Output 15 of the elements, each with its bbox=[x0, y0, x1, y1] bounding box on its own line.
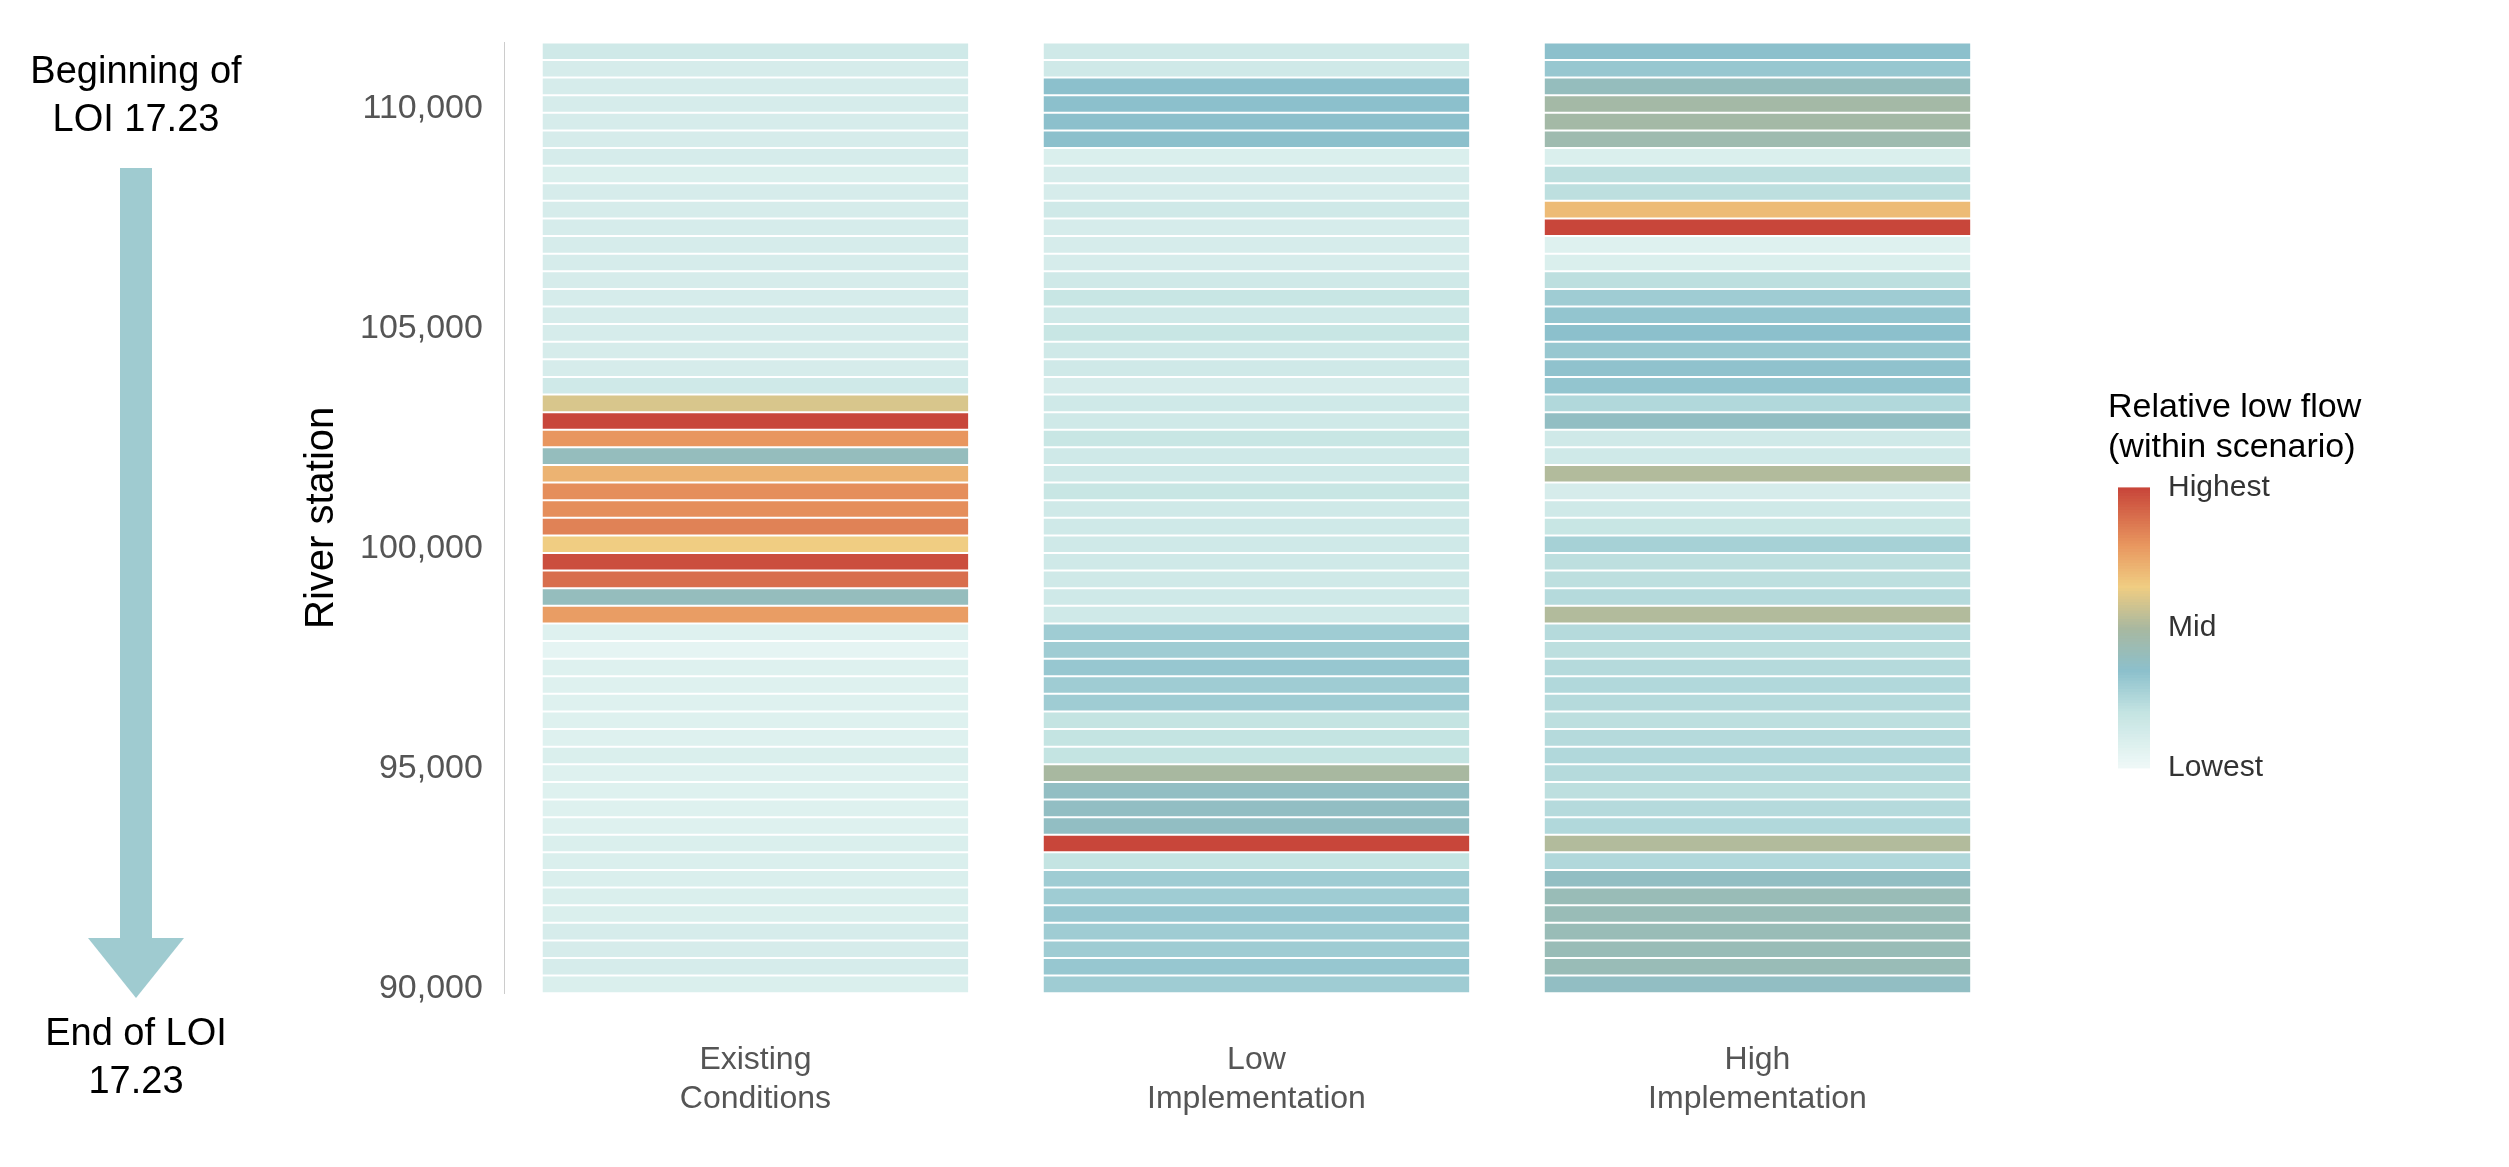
y-tick-label: 110,000 bbox=[362, 86, 483, 125]
y-axis-title: River station bbox=[297, 406, 342, 629]
color-bar-label: Lowest bbox=[2168, 748, 2264, 782]
y-tick-label: 105,000 bbox=[360, 306, 483, 345]
x-tick-label: Existing Conditions bbox=[679, 1040, 832, 1115]
text: End of LOI 17.23 bbox=[44, 1010, 228, 1103]
x-tick-label: High Implementation bbox=[1648, 1040, 1867, 1115]
color-bar-title: Relative low flow (within scenario) bbox=[2108, 386, 2362, 465]
y-tick-label: 90,000 bbox=[378, 967, 483, 1006]
x-tick-label: Low Implementation bbox=[1147, 1040, 1366, 1115]
y-tick-label: 100,000 bbox=[360, 526, 483, 565]
text: Beginning of LOI 17.23 bbox=[29, 48, 243, 141]
y-tick-label: 95,000 bbox=[378, 747, 483, 786]
color-bar-label: Mid bbox=[2168, 608, 2217, 642]
color-bar-label: Highest bbox=[2168, 468, 2271, 502]
